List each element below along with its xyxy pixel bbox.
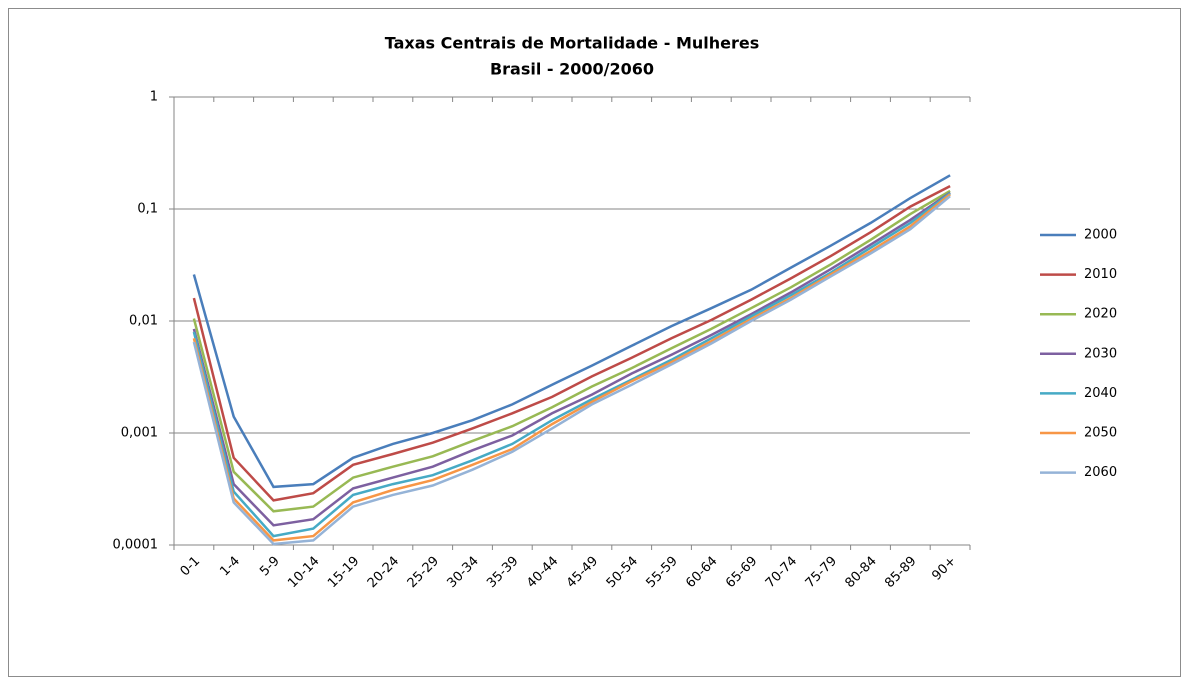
series-line xyxy=(192,184,951,502)
series-line xyxy=(192,174,951,489)
legend-label: 2030 xyxy=(1084,346,1117,361)
y-tick-label: 0,1 xyxy=(137,202,158,217)
legend-label: 2010 xyxy=(1084,267,1117,282)
chart-subtitle: Brasil - 2000/2060 xyxy=(490,60,654,79)
series-line xyxy=(192,195,951,546)
legend-label: 2050 xyxy=(1084,426,1117,441)
series-line xyxy=(192,189,951,513)
legend-label: 2020 xyxy=(1084,307,1117,322)
legend-label: 2000 xyxy=(1084,228,1117,243)
y-tick-label: 0,01 xyxy=(129,314,158,329)
legend-label: 2040 xyxy=(1084,386,1117,401)
series-line xyxy=(192,191,951,527)
y-tick-label: 0,0001 xyxy=(113,538,159,553)
chart-title: Taxas Centrais de Mortalidade - Mulheres xyxy=(385,34,760,53)
legend-label: 2060 xyxy=(1084,465,1117,480)
series-line xyxy=(192,192,951,538)
y-tick-label: 0,001 xyxy=(121,426,158,441)
series-line xyxy=(192,193,951,542)
y-tick-label: 1 xyxy=(150,90,158,105)
